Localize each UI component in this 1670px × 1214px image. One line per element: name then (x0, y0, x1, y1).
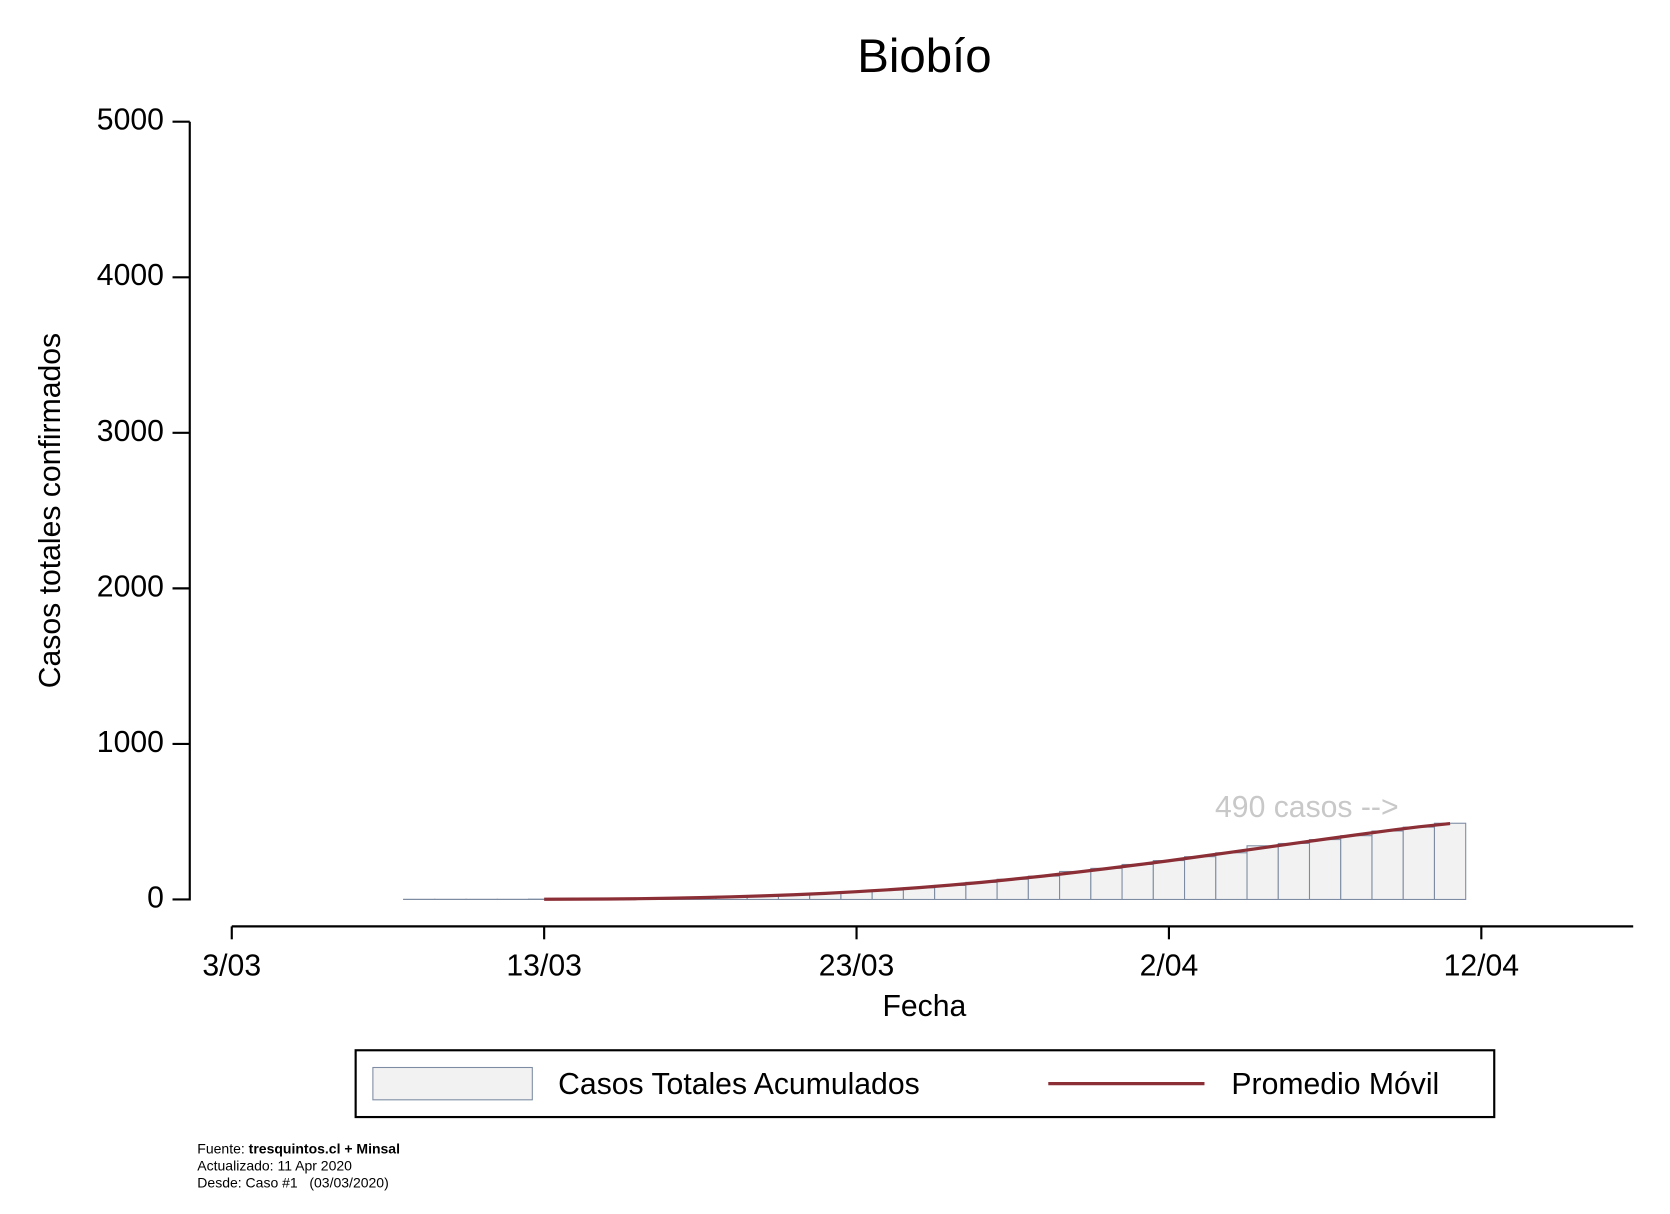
bar (1090, 867, 1123, 900)
bar (1184, 856, 1217, 900)
y-tick-label: 2000 (97, 570, 164, 603)
bar (1059, 870, 1092, 900)
y-tick-label: 4000 (97, 259, 164, 292)
bar (1277, 842, 1311, 900)
bar (1308, 839, 1342, 900)
footnote-source-name: tresquintos.cl + Minsal (249, 1140, 400, 1156)
footnote-updated: Actualizado: 11 Apr 2020 (197, 1157, 352, 1173)
y-tick-label: 0 (147, 881, 164, 914)
bar (1246, 845, 1279, 900)
legend-box (354, 1049, 1496, 1119)
y-tick-label: 1000 (97, 726, 164, 759)
bar (1152, 860, 1186, 900)
x-tick-label: 2/04 (1140, 949, 1199, 982)
legend-label: Promedio Móvil (1231, 1068, 1439, 1101)
bar (1433, 822, 1467, 900)
annotation: 490 casos --> (1215, 791, 1399, 824)
bar (1371, 830, 1404, 900)
legend: Casos Totales Acumulados Promedio Móvil (372, 1066, 1439, 1101)
bar (996, 878, 1029, 900)
bar (1215, 852, 1248, 900)
chart-title: Biobío (857, 30, 991, 83)
y-tick-label: 3000 (97, 415, 164, 448)
x-axis-label: Fecha (882, 990, 966, 1023)
x-tick-label: 3/03 (202, 949, 261, 982)
bar (1402, 826, 1435, 900)
legend-swatch (372, 1066, 533, 1101)
y-axis-label: Casos totales confirmados (34, 333, 67, 688)
legend-label: Casos Totales Acumulados (558, 1068, 920, 1101)
bar (1027, 875, 1061, 900)
x-tick-label: 12/04 (1444, 949, 1519, 982)
bar (1340, 835, 1373, 900)
line (544, 821, 1451, 901)
bar (1121, 863, 1154, 900)
x-tick-label: 13/03 (506, 949, 581, 982)
footnote-since: Desde: Caso #1 (03/03/2020) (197, 1175, 388, 1191)
footnote-source-prefix: Fuente: (197, 1140, 244, 1156)
y-tick-label: 5000 (97, 104, 164, 137)
x-tick-label: 23/03 (819, 949, 894, 982)
footnote-source: Fuente: tresquintos.cl + Minsal (197, 1140, 400, 1156)
